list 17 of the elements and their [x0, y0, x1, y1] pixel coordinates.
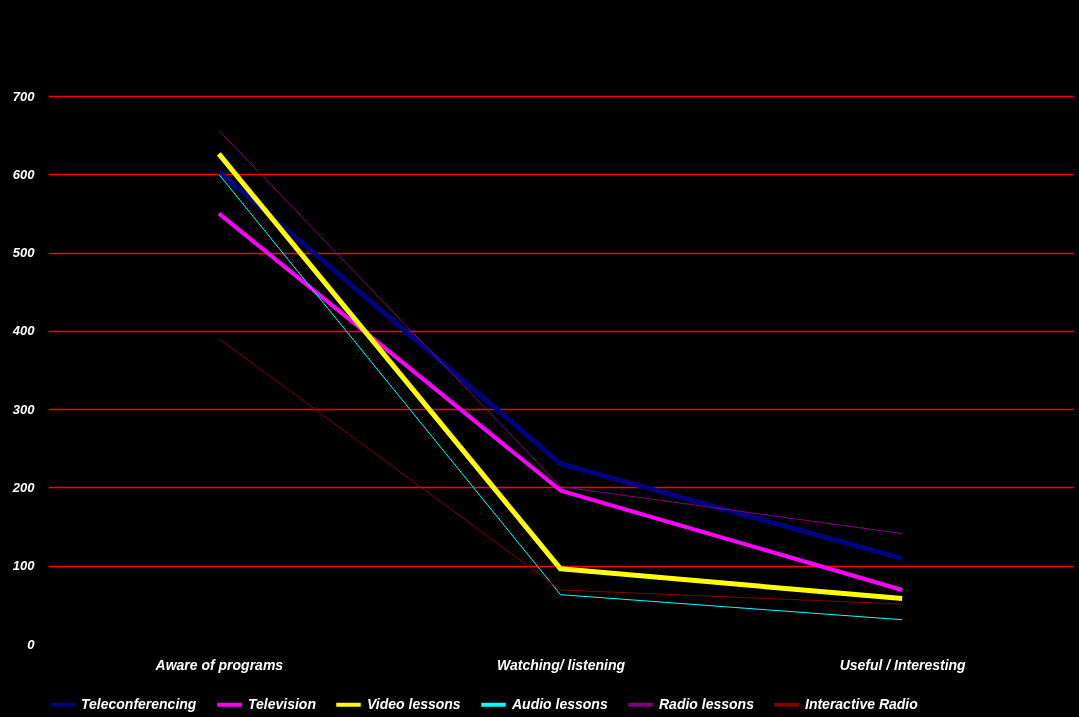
y-tick-label: 200 — [11, 479, 36, 495]
x-tick-label: Watching/ listening — [496, 656, 626, 673]
x-tick-label: Aware of programs — [154, 656, 284, 673]
y-tick-label: 600 — [12, 166, 36, 182]
legend-label: Radio lessons — [659, 695, 755, 712]
legend-label: Interactive Radio — [805, 695, 919, 712]
x-tick-label: Useful / Interesting — [839, 656, 967, 673]
legend-label: Video lessons — [367, 695, 461, 712]
y-tick-label: 300 — [12, 401, 36, 417]
y-tick-label: 400 — [11, 323, 36, 339]
y-tick-label: 0 — [27, 636, 36, 652]
legend-label: Teleconferencing — [81, 695, 197, 712]
y-tick-label: 700 — [12, 88, 36, 104]
legend-label: Audio lessons — [511, 695, 608, 712]
y-tick-label: 100 — [12, 558, 36, 574]
legend-label: Television — [248, 695, 316, 712]
y-tick-label: 500 — [12, 245, 36, 261]
